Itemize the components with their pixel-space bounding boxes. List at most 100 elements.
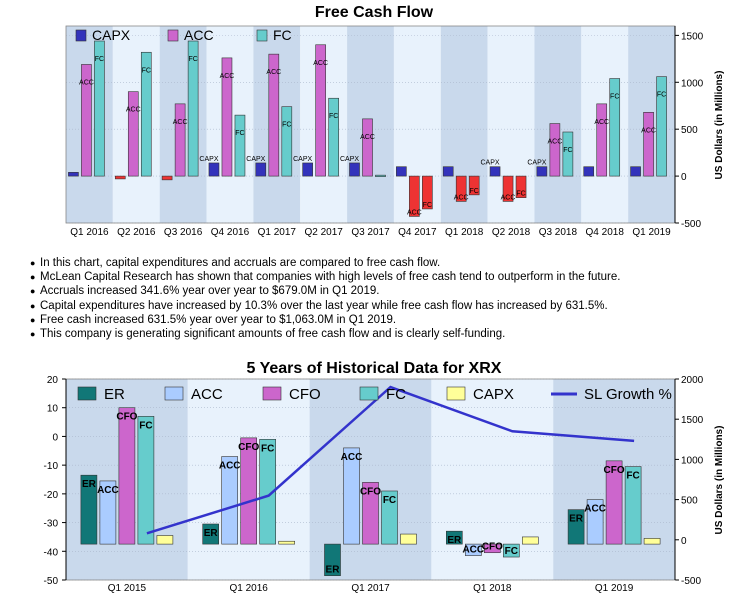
legend-label: CAPX bbox=[92, 27, 131, 43]
bar-capx bbox=[68, 172, 79, 177]
bar-fc bbox=[187, 40, 199, 177]
bar-acc bbox=[643, 112, 654, 177]
bar-capx bbox=[521, 536, 539, 545]
bar-fc bbox=[140, 51, 152, 177]
x-tick-label: Q3 2017 bbox=[351, 227, 390, 238]
bar-acc bbox=[343, 447, 360, 545]
x-tick-label: Q1 2016 bbox=[70, 227, 109, 238]
bar-label: ACC bbox=[547, 139, 562, 146]
bar-label: CFO bbox=[360, 486, 381, 497]
bar-label: FC bbox=[188, 56, 197, 63]
bar-label: ER bbox=[569, 514, 584, 525]
bar-label: FC bbox=[563, 147, 572, 154]
bar-capx bbox=[114, 175, 126, 180]
y2-tick-label: 1500 bbox=[681, 415, 704, 426]
bar-label: ACC bbox=[79, 79, 94, 86]
bar-capx bbox=[489, 166, 501, 177]
bar-capx bbox=[255, 162, 267, 177]
chart1-title: Free Cash Flow bbox=[314, 4, 434, 21]
bar-cfo bbox=[362, 482, 379, 545]
bar-label: ER bbox=[82, 479, 97, 490]
y-tick-label: -50 bbox=[44, 576, 59, 587]
bar-fc bbox=[609, 78, 621, 177]
bar-label: ACC bbox=[266, 69, 281, 76]
bar-label: CAPX bbox=[246, 156, 265, 163]
bar-acc bbox=[409, 175, 420, 217]
bar-fc bbox=[624, 466, 642, 545]
legend-label: FC bbox=[386, 386, 406, 403]
y2-tick-label: 0 bbox=[681, 536, 687, 547]
bar-label: ACC bbox=[220, 73, 235, 80]
bar-label: ACC bbox=[97, 485, 119, 496]
plot-band bbox=[431, 379, 554, 580]
legend-swatch-capx bbox=[75, 29, 87, 42]
bar-acc bbox=[596, 103, 608, 177]
bar-capx bbox=[442, 166, 454, 177]
x-tick-label: Q4 2017 bbox=[398, 227, 437, 238]
x-tick-label: Q3 2016 bbox=[164, 227, 203, 238]
legend-swatch-capx bbox=[446, 386, 466, 401]
bar-acc bbox=[221, 57, 233, 177]
bar-fc bbox=[422, 175, 433, 210]
y-tick-label: -20 bbox=[44, 490, 59, 501]
bar-label: ACC bbox=[501, 194, 516, 201]
plot-frame bbox=[65, 378, 676, 581]
bullet-item: Free cash increased 631.5% year over yea… bbox=[30, 313, 730, 327]
bar-capx bbox=[536, 166, 548, 177]
bar-label: FC bbox=[626, 471, 639, 482]
legend-label: ER bbox=[104, 386, 125, 403]
x-tick-label: Q1 2015 bbox=[108, 583, 147, 594]
summary-bullets: In this chart, capital expenditures and … bbox=[30, 256, 730, 341]
bar-acc bbox=[502, 175, 514, 202]
bar-label: ACC bbox=[454, 194, 469, 201]
bar-fc bbox=[281, 106, 293, 177]
bar-label: FC bbox=[516, 191, 525, 198]
legend-swatch-fc bbox=[256, 29, 268, 42]
bullet-item: Capital expenditures have increased by 1… bbox=[30, 299, 730, 313]
bar-fc bbox=[381, 490, 398, 545]
bar-capx bbox=[208, 162, 220, 177]
bar-label: FC bbox=[95, 56, 104, 63]
bar-capx bbox=[583, 166, 595, 177]
legend-label: CFO bbox=[289, 386, 321, 403]
legend-label: FC bbox=[273, 27, 292, 43]
x-tick-label: Q2 2016 bbox=[117, 227, 156, 238]
y2-tick-label: -500 bbox=[681, 576, 701, 587]
bar-er bbox=[445, 530, 463, 545]
plot-band bbox=[309, 379, 432, 580]
x-tick-label: Q4 2016 bbox=[211, 227, 250, 238]
bar-label: CFO bbox=[116, 412, 137, 423]
bar-label: ACC bbox=[126, 107, 141, 114]
bar-label: FC bbox=[142, 67, 151, 74]
y-tick-label: 0 bbox=[52, 432, 58, 443]
bullet-item: In this chart, capital expenditures and … bbox=[30, 256, 730, 270]
bar-label: FC bbox=[261, 443, 274, 454]
bar-fc bbox=[562, 131, 574, 177]
bullet-item: McLean Capital Research has shown that c… bbox=[30, 270, 730, 284]
bar-acc bbox=[464, 543, 482, 556]
bar-label: ACC bbox=[407, 209, 422, 216]
bar-fc bbox=[328, 97, 339, 177]
x-tick-label: Q1 2017 bbox=[351, 583, 390, 594]
bar-label: CAPX bbox=[340, 156, 359, 163]
bar-label: ACC bbox=[173, 119, 188, 126]
bar-label: CFO bbox=[482, 542, 503, 553]
bar-capx bbox=[400, 533, 417, 545]
bar-label: CAPX bbox=[481, 160, 500, 167]
bar-acc bbox=[315, 44, 326, 177]
bar-label: ACC bbox=[594, 119, 609, 126]
legend-label: ACC bbox=[191, 386, 223, 403]
bar-er bbox=[567, 509, 585, 545]
x-tick-label: Q2 2017 bbox=[304, 227, 343, 238]
y-tick-label: -40 bbox=[44, 547, 59, 558]
sl-growth-line bbox=[146, 385, 635, 535]
bar-label: FC bbox=[505, 546, 518, 557]
bar-fc bbox=[234, 114, 246, 177]
bar-er bbox=[324, 543, 341, 576]
bar-label: ACC bbox=[313, 60, 328, 67]
bullet-item: This company is generating significant a… bbox=[30, 327, 730, 341]
bar-label: ACC bbox=[219, 461, 241, 472]
y-tick-label: 1500 bbox=[681, 31, 704, 42]
bar-fc bbox=[515, 175, 527, 198]
y-tick-label: 0 bbox=[681, 172, 687, 183]
